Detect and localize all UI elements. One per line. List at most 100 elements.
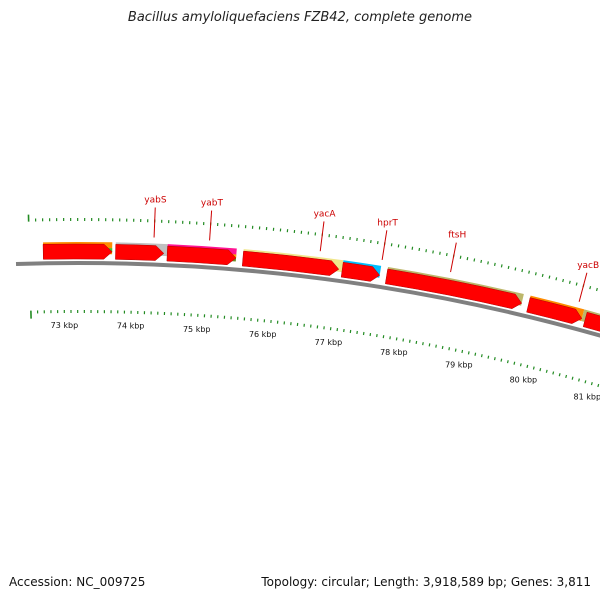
outer-tick bbox=[548, 275, 551, 279]
inner-tick bbox=[558, 373, 561, 377]
outer-tick bbox=[493, 262, 496, 266]
inner-tick bbox=[395, 337, 398, 341]
inner-tick bbox=[487, 355, 490, 359]
outer-tick bbox=[439, 251, 441, 255]
inner-tick bbox=[441, 345, 444, 350]
inner-tick bbox=[519, 363, 522, 367]
outer-tick bbox=[589, 286, 592, 290]
inner-tick bbox=[571, 376, 574, 380]
kbp-label: 75 kbp bbox=[183, 325, 211, 334]
kbp-label: 80 kbp bbox=[510, 375, 538, 384]
outer-tick bbox=[521, 268, 524, 273]
inner-tick bbox=[493, 357, 496, 361]
inner-tick-ring bbox=[30, 309, 600, 388]
outer-tick bbox=[411, 246, 414, 250]
cds-arrow bbox=[340, 261, 381, 282]
inner-tick bbox=[500, 358, 503, 362]
inner-tick bbox=[461, 349, 464, 354]
genome-backbone bbox=[15, 261, 600, 338]
cds-arrow bbox=[115, 244, 165, 261]
inner-tick bbox=[480, 354, 483, 358]
inner-tick bbox=[402, 338, 405, 342]
cds-track bbox=[42, 243, 600, 332]
outer-tick bbox=[418, 247, 421, 252]
cds-arrow bbox=[166, 245, 237, 266]
outer-tick bbox=[534, 272, 537, 276]
inner-tick bbox=[590, 382, 593, 386]
inner-tick bbox=[545, 369, 548, 373]
inner-tick bbox=[578, 378, 580, 382]
genome-summary-text: Topology: circular; Length: 3,918,589 bp… bbox=[261, 575, 591, 589]
gene-label: yabT bbox=[201, 199, 224, 209]
gene-label-leader bbox=[209, 210, 213, 241]
gene-label-leader bbox=[153, 207, 156, 238]
inner-tick bbox=[584, 380, 587, 384]
outer-tick bbox=[514, 267, 517, 271]
outer-tick bbox=[507, 265, 510, 270]
outer-tick bbox=[487, 261, 489, 265]
outer-tick bbox=[528, 270, 530, 274]
inner-tick bbox=[506, 360, 509, 364]
outer-tick bbox=[555, 277, 558, 281]
outer-tick-ring bbox=[27, 214, 598, 292]
gene-label-leader bbox=[450, 242, 457, 273]
inner-tick bbox=[408, 339, 411, 343]
gene-label: yabS bbox=[144, 196, 167, 206]
inner-tick bbox=[552, 371, 555, 375]
outer-tick bbox=[404, 245, 407, 249]
gene-labels: yabS yabT yacA hprT ftsH yacB bbox=[144, 196, 599, 302]
map-title: Bacillus amyloliquefaciens FZB42, comple… bbox=[127, 10, 473, 25]
outer-tick bbox=[459, 255, 462, 259]
inner-tick bbox=[565, 374, 568, 379]
cds-arrow bbox=[42, 243, 113, 260]
cds-arrow bbox=[241, 250, 340, 276]
kbp-label: 78 kbp bbox=[380, 348, 408, 357]
outer-tick bbox=[568, 280, 571, 284]
kbp-label: 81 kbp bbox=[574, 392, 600, 401]
inner-tick bbox=[454, 348, 457, 352]
gene-label-leader bbox=[319, 221, 325, 252]
kbp-label: 74 kbp bbox=[117, 322, 145, 331]
inner-tick bbox=[532, 366, 535, 370]
kbp-label: 79 kbp bbox=[445, 361, 473, 370]
outer-tick bbox=[425, 249, 428, 253]
outer-tick bbox=[432, 250, 434, 254]
outer-tick bbox=[595, 287, 598, 292]
outer-tick bbox=[445, 252, 448, 257]
cds-arrow bbox=[385, 268, 523, 309]
outer-tick bbox=[473, 258, 476, 262]
gene-label: ftsH bbox=[448, 231, 466, 241]
inner-tick bbox=[422, 342, 424, 346]
outer-tick bbox=[500, 264, 503, 268]
outer-tick bbox=[562, 278, 565, 283]
kbp-scale-labels: 73 kbp 74 kbp 75 kbp 76 kbp 77 kbp 78 kbp 79 k… bbox=[51, 321, 600, 401]
outer-tick bbox=[575, 282, 578, 286]
cds-arrow bbox=[582, 311, 600, 332]
kbp-label: 73 kbp bbox=[51, 321, 79, 330]
accession-text: Accession: NC_009725 bbox=[9, 575, 146, 589]
gene-label-leader bbox=[381, 230, 388, 261]
inner-tick bbox=[428, 343, 431, 347]
cds-arrow bbox=[526, 297, 583, 324]
inner-tick bbox=[448, 347, 451, 351]
gene-label-leader bbox=[578, 272, 588, 302]
inner-tick bbox=[597, 383, 600, 388]
inner-tick bbox=[467, 351, 470, 355]
inner-tick bbox=[415, 340, 418, 345]
gene-label: yacB bbox=[577, 261, 599, 271]
outer-tick bbox=[541, 273, 544, 278]
inner-tick bbox=[539, 368, 542, 372]
inner-tick bbox=[389, 336, 391, 340]
kbp-label: 76 kbp bbox=[249, 330, 277, 339]
inner-tick bbox=[513, 361, 516, 365]
inner-tick bbox=[435, 344, 437, 348]
gene-label: yacA bbox=[314, 209, 337, 219]
kbp-label: 77 kbp bbox=[315, 338, 343, 347]
inner-tick bbox=[526, 364, 529, 368]
outer-tick bbox=[480, 259, 483, 264]
inner-tick bbox=[474, 352, 477, 356]
outer-tick bbox=[466, 257, 469, 261]
gene-label: hprT bbox=[377, 218, 398, 228]
